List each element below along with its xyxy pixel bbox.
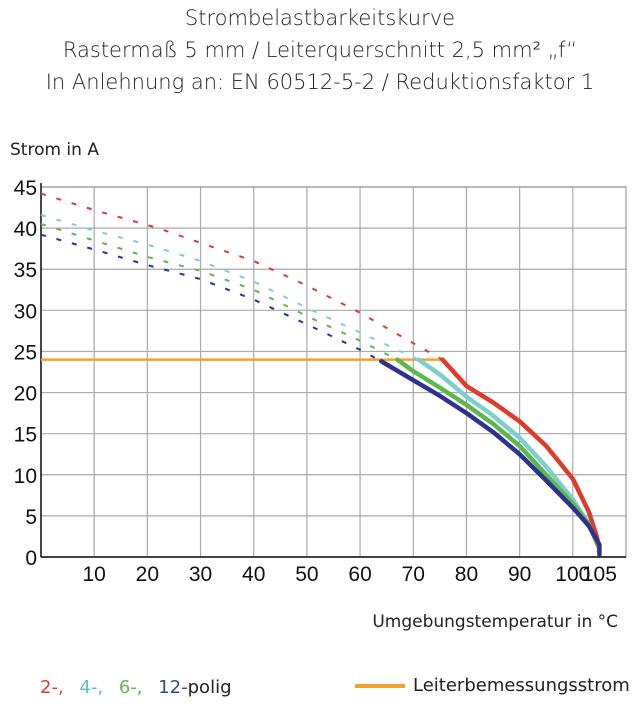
x-axis-label: Umgebungstemperatur in °C	[372, 612, 618, 632]
y-tick-label: 5	[25, 506, 37, 529]
series-2-dashed-line	[40, 223, 398, 361]
chart-subtitle-1: Rastermaß 5 mm / Leiterquerschnitt 2,5 m…	[62, 38, 578, 62]
y-tick-label: 20	[14, 383, 37, 406]
y-tick-label: 15	[14, 424, 37, 447]
y-tick-label: 40	[14, 218, 37, 241]
y-tick-label: 10	[14, 465, 37, 488]
y-tick-label: 0	[25, 547, 37, 570]
legend-reference: Leiterbemessungsstrom	[355, 675, 630, 696]
y-tick-label: 25	[14, 341, 37, 364]
y-axis-label: Strom in A	[10, 140, 99, 160]
x-tick-label: 10	[83, 563, 106, 586]
series-3-dashed-line	[40, 233, 382, 363]
x-tick-label: 40	[242, 563, 265, 586]
x-tick-label: 30	[189, 563, 212, 586]
legend-series: 2-, 4-, 6-, 12-polig	[40, 677, 242, 698]
legend-2-polig: 2-,	[40, 677, 64, 698]
chart-title: Strombelastbarkeitskurve	[184, 6, 456, 30]
x-tick-label: 60	[348, 563, 371, 586]
legend-12-polig: 12-	[158, 677, 188, 698]
series-1-dashed-line	[40, 213, 420, 361]
plot-border	[40, 186, 627, 558]
y-tick-label: 30	[14, 300, 37, 323]
legend-6-polig: 6-,	[118, 677, 143, 698]
legend-4-polig: 4-,	[79, 677, 104, 698]
legend-reference-label: Leiterbemessungsstrom	[413, 675, 630, 696]
series-0-solid-line	[440, 357, 602, 552]
x-tick-label: 50	[295, 563, 318, 586]
y-tick-label: 35	[14, 259, 37, 282]
x-tick-label: 70	[402, 563, 425, 586]
legend-reference-swatch	[355, 683, 405, 688]
x-tick-label: 90	[508, 563, 531, 586]
x-tick-label: 100	[555, 563, 590, 586]
series-3-solid-line	[379, 359, 602, 557]
chart-subtitle-2: In Anlehnung an: EN 60512-5-2 / Reduktio…	[45, 70, 595, 94]
x-tick-label: 80	[455, 563, 478, 586]
x-tick-label: 20	[136, 563, 159, 586]
y-tick-label: 45	[14, 177, 37, 200]
x-tick-label: 105	[582, 563, 617, 586]
legend-suffix: polig	[187, 677, 232, 698]
